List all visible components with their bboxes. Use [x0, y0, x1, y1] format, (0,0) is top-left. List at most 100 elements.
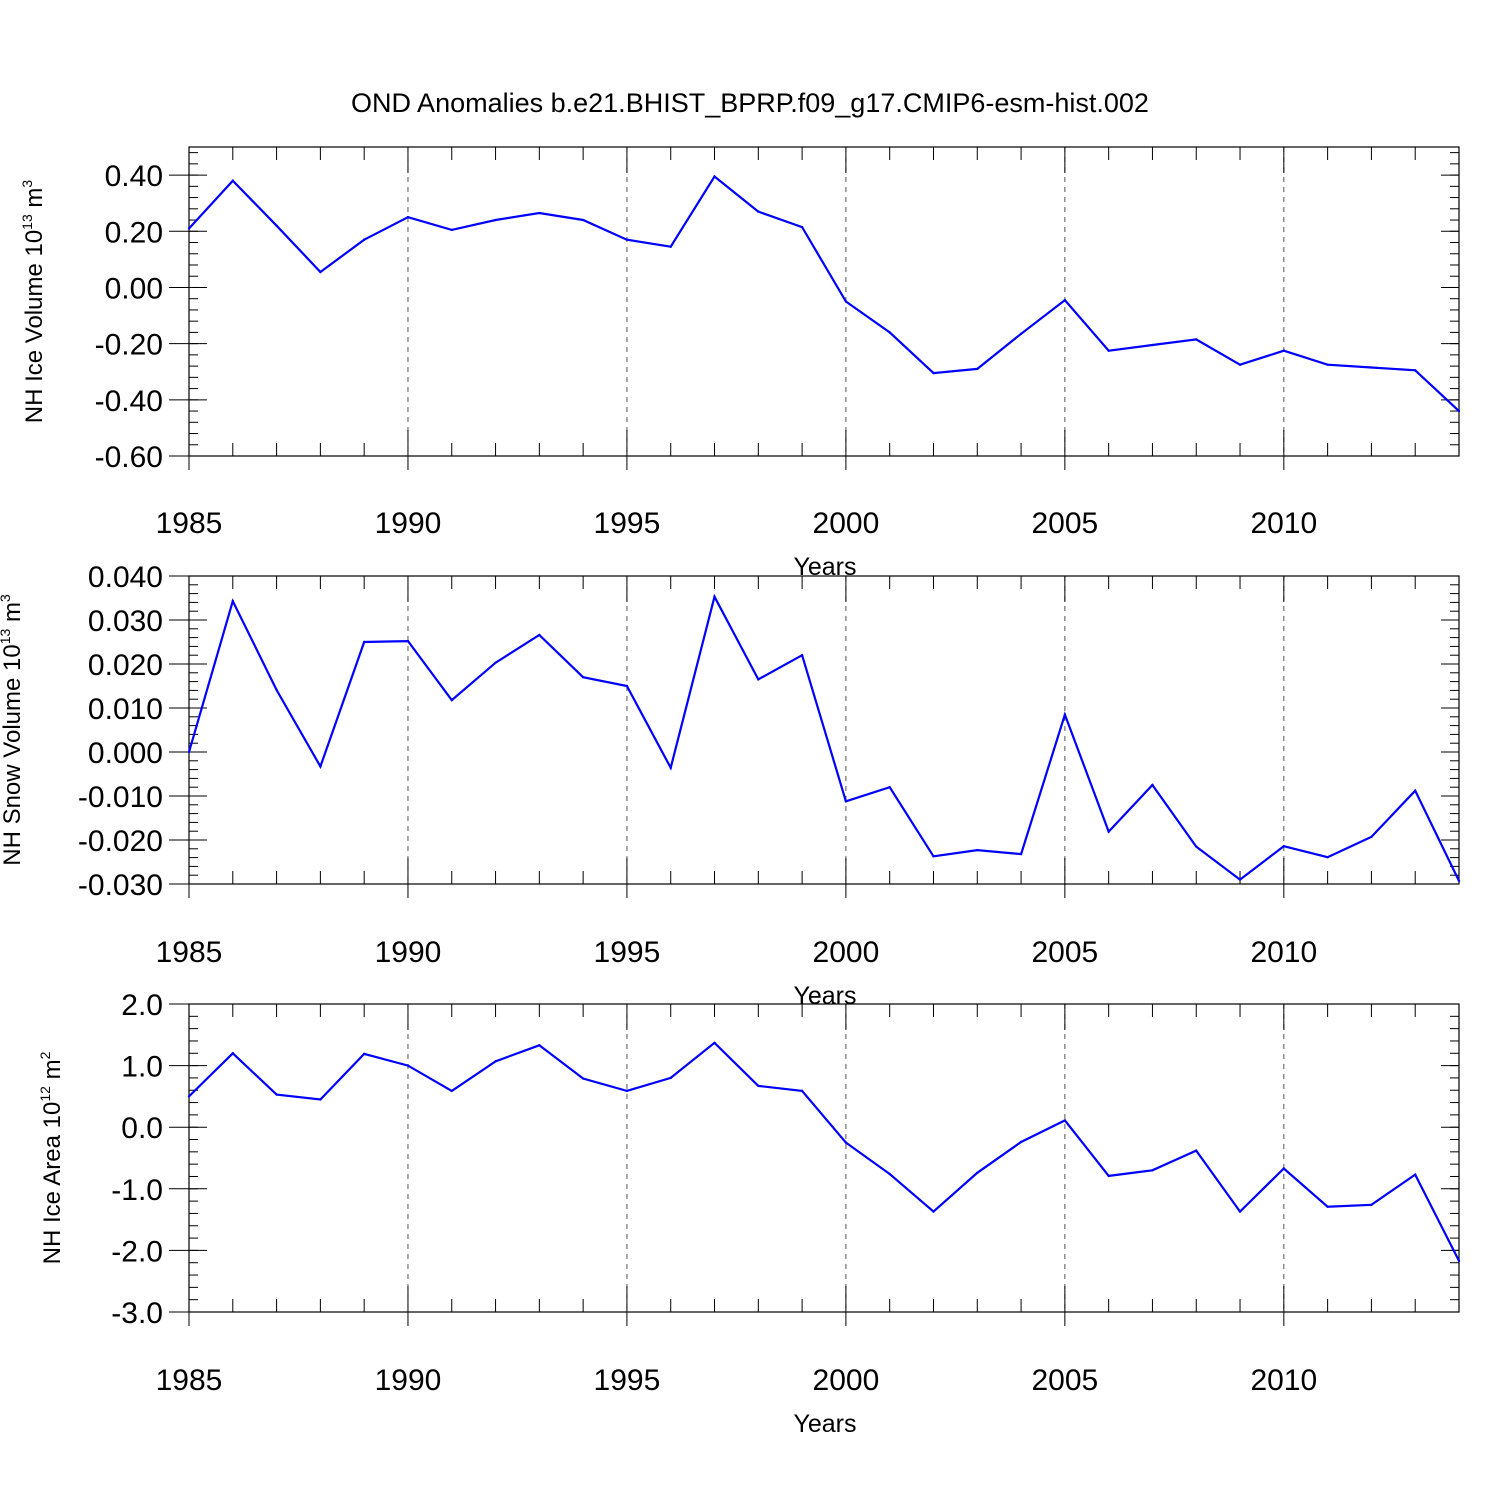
x-tick-label: 2010 — [1250, 507, 1317, 540]
data-point — [1414, 1173, 1417, 1176]
y-tick-label: 0.0 — [121, 1112, 163, 1145]
y-axis-label-unit: m — [0, 602, 26, 629]
data-point — [713, 595, 716, 598]
data-point — [538, 633, 541, 637]
data-point — [1414, 369, 1417, 372]
data-point — [1107, 349, 1110, 352]
data-point — [757, 210, 760, 213]
data-point — [844, 300, 848, 303]
y-axis-label-exponent: 13 — [0, 629, 13, 645]
data-point — [231, 599, 234, 603]
data-point — [581, 1077, 585, 1080]
data-point — [581, 218, 585, 222]
y-tick-label: 0.010 — [88, 693, 163, 726]
data-point — [1326, 1205, 1329, 1208]
data-point — [319, 765, 322, 768]
data-point — [494, 661, 497, 664]
data-point — [494, 1060, 497, 1063]
y-tick-label: 1.0 — [121, 1051, 163, 1084]
data-point — [319, 1098, 322, 1101]
data-point — [888, 331, 891, 334]
data-point — [1457, 1259, 1461, 1263]
data-point — [1107, 830, 1110, 833]
y-axis-label-unit: m — [39, 1059, 66, 1086]
data-point — [406, 639, 410, 643]
data-point — [450, 698, 453, 702]
data-point — [1063, 713, 1067, 716]
data-point — [1414, 789, 1417, 792]
data-point — [976, 1171, 979, 1174]
data-point — [362, 1052, 366, 1056]
y-axis-label-exponent: 13 — [19, 214, 35, 230]
data-point — [625, 238, 629, 241]
data-point — [976, 367, 979, 371]
y-tick-label: 0.020 — [88, 649, 163, 682]
series-line — [188, 1041, 1460, 1262]
data-point — [538, 211, 541, 215]
series-line — [187, 593, 1460, 882]
x-tick-label: 2010 — [1250, 1364, 1317, 1397]
y-tick-label: -0.20 — [95, 329, 163, 362]
y-tick-label: 2.0 — [121, 989, 163, 1022]
data-point — [800, 654, 804, 657]
x-tick-label: 2005 — [1031, 507, 1098, 540]
data-point — [1457, 879, 1461, 883]
data-point — [844, 1141, 848, 1144]
x-tick-label: 1995 — [594, 936, 661, 969]
data-point — [1063, 298, 1067, 302]
data-point — [1019, 1140, 1023, 1144]
y-tick-label: -0.020 — [78, 825, 163, 858]
y-tick-label: 0.000 — [88, 737, 163, 770]
data-point — [800, 225, 804, 229]
data-point — [713, 1041, 716, 1045]
data-point — [581, 676, 585, 679]
y-axis-label-exponent: 12 — [37, 1086, 53, 1102]
data-point — [932, 371, 935, 375]
x-tick-label: 1985 — [156, 507, 223, 540]
y-axis-label-prefix: NH Snow Volume 10 — [0, 644, 26, 865]
data-point — [625, 684, 629, 688]
data-point — [1019, 852, 1023, 856]
y-axis-label-prefix: NH Ice Area 10 — [39, 1102, 66, 1265]
y-tick-label: 0.40 — [105, 160, 163, 193]
chart-title: OND Anomalies b.e21.BHIST_BPRP.f09_g17.C… — [351, 88, 1149, 118]
data-point — [800, 1089, 804, 1093]
data-point — [669, 1076, 672, 1080]
data-point — [1326, 855, 1329, 859]
x-tick-label: 2010 — [1250, 936, 1317, 969]
data-point — [1370, 366, 1373, 369]
data-point — [757, 678, 760, 681]
data-point — [1238, 363, 1242, 366]
data-point — [187, 227, 191, 230]
data-point — [1282, 1167, 1286, 1170]
x-tick-label: 1985 — [156, 936, 223, 969]
data-point — [275, 688, 278, 692]
y-axis-label-unit-exponent: 3 — [19, 180, 35, 188]
plot-frame — [188, 575, 1460, 885]
y-tick-label: -3.0 — [111, 1297, 163, 1330]
data-point — [1370, 835, 1373, 839]
data-point — [275, 1093, 278, 1096]
x-tick-label: 2005 — [1031, 1364, 1098, 1397]
x-tick-label: 1985 — [156, 1364, 223, 1397]
data-point — [625, 1089, 629, 1093]
data-point — [1151, 783, 1154, 787]
y-axis-label-unit-exponent: 2 — [37, 1051, 53, 1059]
y-axis-label: NH Ice Area 1012 m2 — [37, 1051, 66, 1264]
data-point — [275, 224, 278, 227]
x-tick-label: 1995 — [594, 507, 661, 540]
data-point — [187, 750, 191, 754]
data-point — [888, 1172, 891, 1176]
data-point — [1238, 878, 1242, 881]
data-point — [1151, 1169, 1154, 1172]
x-tick-label: 2000 — [813, 1364, 880, 1397]
data-point — [406, 1064, 410, 1067]
y-tick-label: -0.60 — [95, 441, 163, 474]
data-point — [976, 848, 979, 852]
y-tick-label: 0.20 — [105, 216, 163, 249]
data-point — [1370, 1203, 1373, 1207]
y-tick-label: 0.00 — [105, 272, 163, 305]
y-tick-label: -0.40 — [95, 385, 163, 418]
data-point — [932, 1210, 935, 1213]
